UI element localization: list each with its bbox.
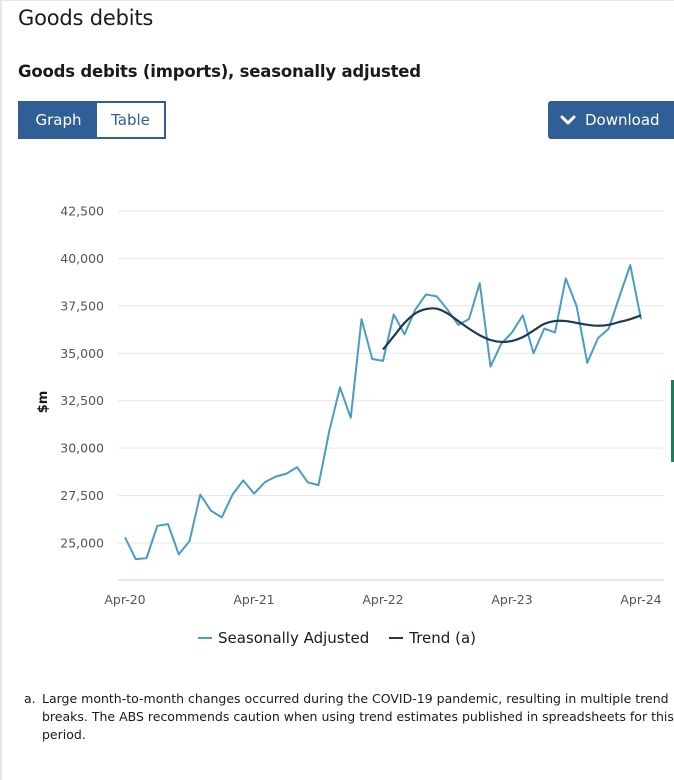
series-group: [124, 264, 642, 561]
table-tab[interactable]: Table: [97, 103, 164, 137]
page-title: Goods debits: [18, 6, 154, 30]
y-tick-label: 42,500: [60, 204, 104, 219]
x-tick-label: Apr-22: [362, 592, 403, 607]
series-line-trend: [382, 307, 642, 351]
legend-swatch-seasonally-adjusted: [198, 637, 212, 639]
series-line-seasonally-adjusted: [124, 264, 642, 561]
y-tick-label: 40,000: [60, 251, 104, 266]
legend-label: Seasonally Adjusted: [218, 629, 370, 647]
x-tick-label: Apr-21: [233, 592, 274, 607]
legend-item-trend[interactable]: Trend (a): [389, 629, 476, 647]
y-tick-label: 37,500: [60, 298, 104, 313]
chart-title: Goods debits (imports), seasonally adjus…: [18, 62, 421, 81]
x-tick-label: Apr-20: [104, 592, 145, 607]
left-border: [0, 0, 2, 780]
footnote-text: Large month-to-month changes occurred du…: [42, 691, 674, 742]
view-toggle: Graph Table: [18, 101, 166, 139]
side-feedback-tab[interactable]: [671, 380, 674, 462]
grid-lines: [118, 210, 664, 544]
download-label: Download: [585, 111, 660, 129]
y-axis-ticks: 25,000 27,500 30,000 32,500 35,000 37,500 40,0…: [60, 204, 104, 551]
line-chart: 25,000 27,500 30,000 32,500 35,000 37,500 40,0…: [36, 204, 664, 607]
y-tick-label: 30,000: [60, 441, 104, 456]
x-axis-ticks: Apr-20 Apr-21 Apr-22 Apr-23 Apr-24: [104, 592, 661, 607]
y-axis-label: $m: [36, 391, 51, 414]
footnote: a. Large month-to-month changes occurred…: [24, 690, 674, 744]
y-tick-label: 32,500: [60, 393, 104, 408]
x-tick-label: Apr-24: [620, 592, 661, 607]
graph-tab[interactable]: Graph: [20, 103, 97, 137]
y-tick-label: 25,000: [60, 536, 104, 551]
legend-label: Trend (a): [409, 629, 476, 647]
footnote-marker: a.: [24, 691, 36, 706]
top-border: [0, 0, 674, 1]
legend: Seasonally Adjusted Trend (a): [0, 629, 674, 647]
legend-swatch-trend: [389, 637, 404, 639]
y-tick-label: 35,000: [60, 346, 104, 361]
x-tick-label: Apr-23: [491, 592, 532, 607]
download-button[interactable]: Download: [548, 101, 674, 139]
chevron-down-icon: [560, 115, 576, 125]
y-tick-label: 27,500: [60, 488, 104, 503]
legend-item-seasonally-adjusted[interactable]: Seasonally Adjusted: [198, 629, 369, 647]
